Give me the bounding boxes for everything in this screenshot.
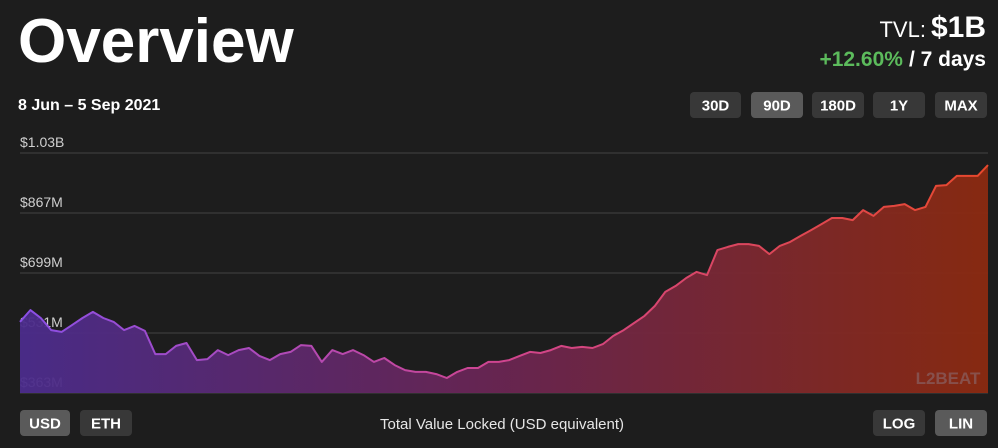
tvl: TVL: $1B [879, 11, 986, 44]
tvl-change: +12.60% / 7 days [819, 48, 986, 71]
button[interactable]: ETH [80, 410, 132, 436]
y-tick-label: $699M [20, 254, 63, 270]
y-tick-label: $867M [20, 194, 63, 210]
button-label: USD [29, 416, 61, 433]
tvl-value: $1B [931, 11, 986, 44]
date-range: 8 Jun – 5 Sep 2021 [18, 97, 160, 114]
button-label: 30D [702, 98, 730, 115]
watermark: L2BEAT [916, 369, 981, 388]
button-label: 90D [763, 98, 791, 115]
button-bg [812, 92, 864, 118]
change-period: / 7 days [909, 48, 986, 71]
button-bg [873, 92, 925, 118]
button[interactable]: 90D [751, 92, 803, 118]
button-bg [80, 410, 132, 436]
change: +12.60% [819, 48, 903, 71]
button-bg [935, 92, 987, 118]
button-bg [690, 92, 741, 118]
button-label: ETH [91, 416, 121, 433]
tvl-label: TVL: [879, 17, 925, 42]
button[interactable]: USD [20, 410, 70, 436]
title: Overview [18, 7, 295, 76]
line [19, 164, 989, 379]
button[interactable]: 180D [812, 92, 864, 118]
button-bg [20, 410, 70, 436]
button[interactable]: 1Y [873, 92, 925, 118]
button[interactable]: MAX [935, 92, 987, 118]
button-label: MAX [944, 98, 977, 115]
button-label: 180D [820, 98, 856, 115]
x-axis-label: Total Value Locked (USD equivalent) [380, 416, 624, 433]
button-bg [935, 410, 987, 436]
button-bg [751, 92, 803, 118]
button[interactable]: LIN [935, 410, 987, 436]
button-bg [873, 410, 925, 436]
area-fill [20, 165, 988, 393]
button[interactable]: 30D [690, 92, 741, 118]
button-label: LIN [949, 416, 973, 433]
button-label: 1Y [890, 98, 908, 115]
y-tick-label: $1.03B [20, 134, 64, 150]
button[interactable]: LOG [873, 410, 925, 436]
button-label: LOG [883, 416, 916, 433]
